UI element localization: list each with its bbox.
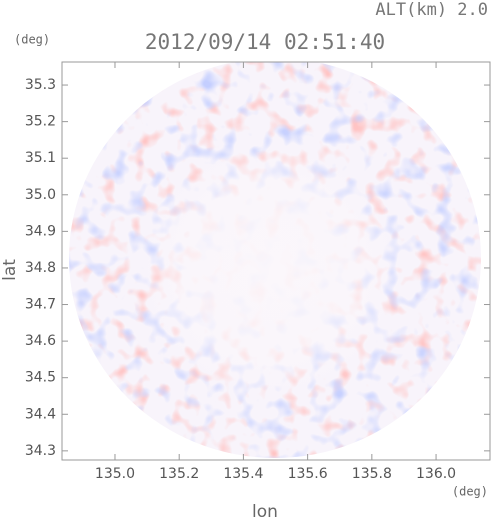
y-tick-label: 35.1 [25,150,56,166]
y-tick-label: 34.5 [25,370,56,386]
y-tick-label: 35.0 [25,187,56,203]
x-tick-label: 135.2 [159,466,199,482]
y-axis-label: lat [0,259,20,281]
x-tick-label: 136.0 [416,466,456,482]
y-tick-label: 35.2 [25,114,56,130]
y-tick-label: 34.7 [25,297,56,313]
plot-frame [61,61,491,461]
y-tick-label: 34.4 [25,406,56,422]
y-tick-label: 34.8 [25,260,56,276]
chart-title: 2012/09/14 02:51:40 [145,30,385,54]
y-tick-label: 34.3 [25,443,56,459]
y-unit: (deg) [14,33,50,47]
x-unit: (deg) [452,485,488,499]
y-tick-label: 34.9 [25,223,56,239]
x-tick-label: 135.0 [95,466,135,482]
x-axis-label: lon [252,502,278,521]
x-tick-label: 135.8 [352,466,392,482]
y-tick-label: 34.6 [25,333,56,349]
radar-image [69,62,481,458]
x-tick-label: 135.6 [288,466,328,482]
x-tick-label: 135.4 [223,466,263,482]
y-tick-label: 35.3 [25,77,56,93]
annotation: ALT(km) 2.0 [375,0,488,20]
